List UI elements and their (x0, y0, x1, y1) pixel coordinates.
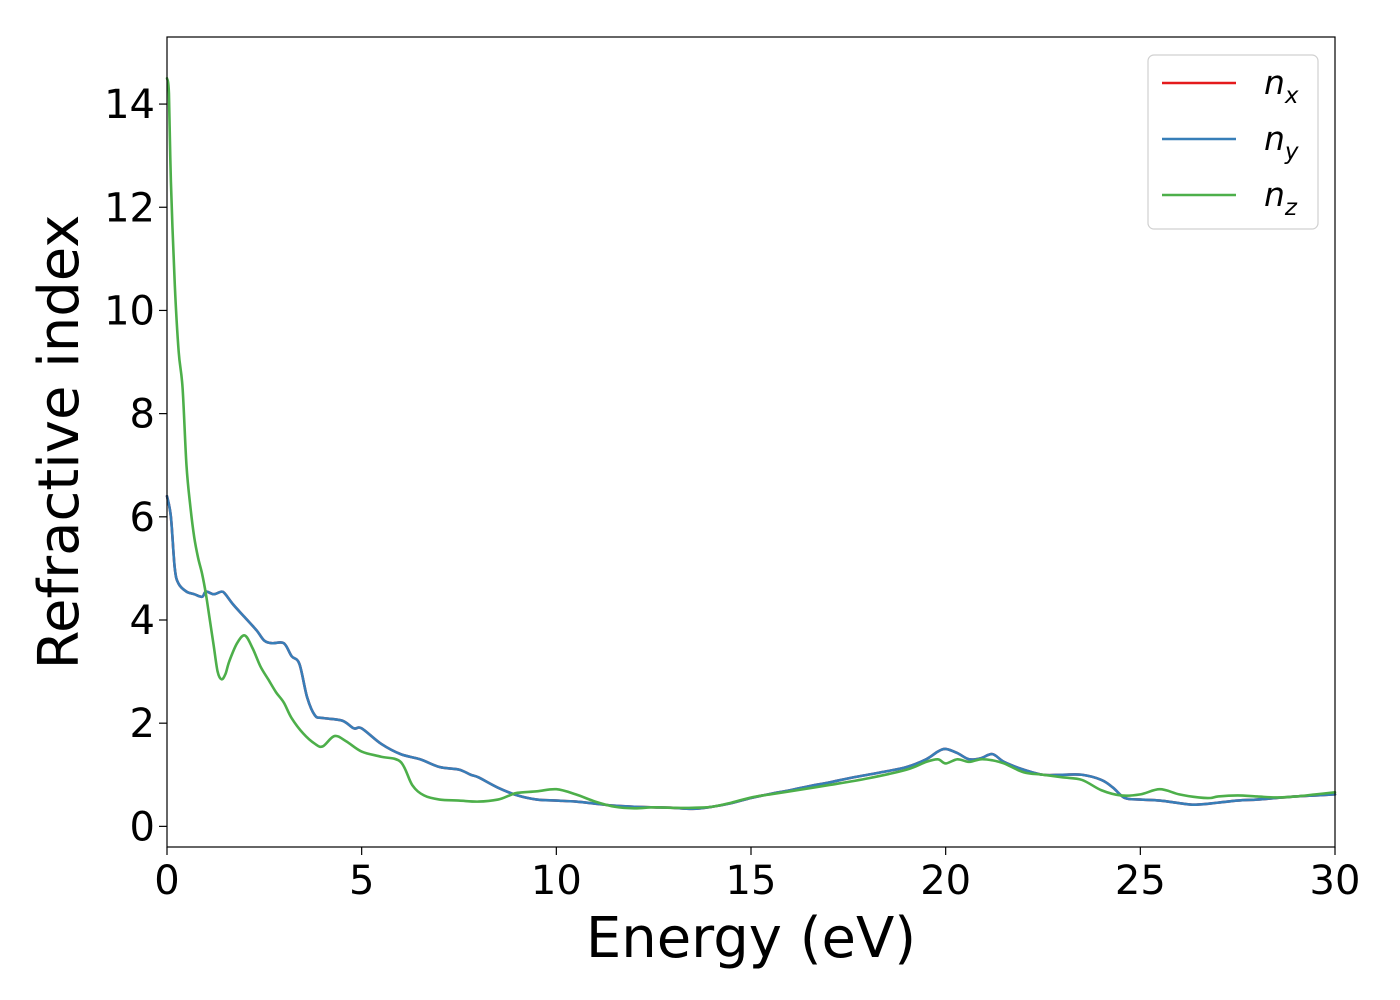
legend: nx ny nz (1147, 54, 1319, 230)
x-tick-label: 5 (349, 858, 374, 904)
y-tick-label: 8 (130, 392, 155, 438)
legend-label-n-z: nz (1264, 175, 1298, 221)
y-tick-label: 0 (130, 804, 155, 850)
legend-label-n-x: nx (1264, 63, 1299, 109)
y-axis-ticks: 0 2 4 6 8 10 12 14 (104, 82, 167, 850)
x-tick-label: 30 (1310, 858, 1361, 904)
x-tick-label: 25 (1115, 858, 1166, 904)
x-axis-ticks: 0 5 10 15 20 25 30 (154, 847, 1360, 904)
y-tick-label: 14 (104, 82, 155, 128)
legend-box (1147, 54, 1319, 230)
x-tick-label: 10 (531, 858, 582, 904)
series-line-n-x (165, 494, 1337, 811)
x-tick-label: 20 (920, 858, 971, 904)
x-tick-label: 0 (154, 858, 179, 904)
y-tick-label: 12 (104, 185, 155, 231)
legend-label-n-y: ny (1264, 119, 1299, 165)
series-line-n-z (165, 76, 1337, 810)
y-tick-label: 10 (104, 288, 155, 334)
series-line-n-y (165, 494, 1337, 811)
x-tick-label: 15 (726, 858, 777, 904)
y-tick-label: 4 (130, 598, 155, 644)
series-layer (165, 76, 1337, 811)
x-axis-title: Energy (eV) (586, 906, 916, 971)
y-tick-label: 2 (130, 701, 155, 747)
y-axis-title: Refractive index (27, 215, 92, 670)
y-tick-label: 6 (130, 495, 155, 541)
